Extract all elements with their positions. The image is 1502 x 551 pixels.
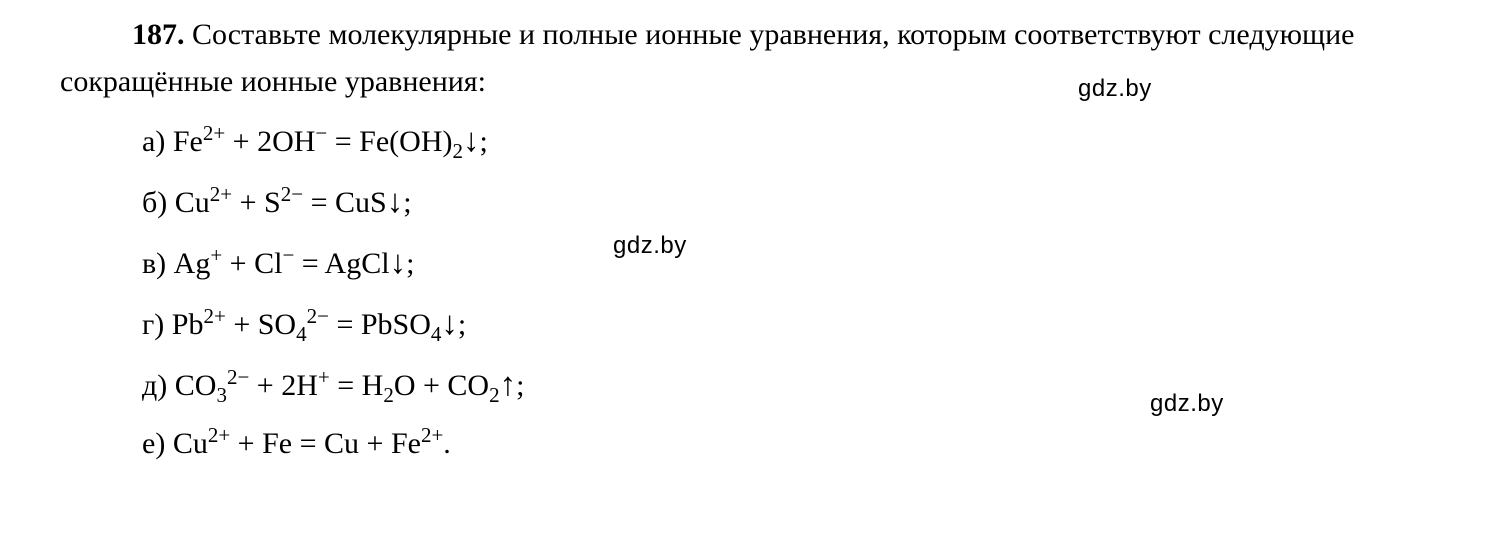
equation-d-label: д)	[142, 369, 167, 402]
equation-v-formula: Ag+ + Cl− = AgCl↓;	[174, 247, 415, 280]
equation-v: в) Ag+ + Cl− = AgCl↓;	[142, 233, 1432, 294]
page-root: 187. Составьте молекулярные и полные ион…	[0, 0, 1502, 551]
equation-e-label: е)	[142, 427, 165, 460]
equation-b: б) Cu2+ + S2− = CuS↓;	[142, 172, 1432, 233]
equation-a: а) Fe2+ + 2OH− = Fe(OH)2↓;	[142, 111, 1432, 172]
equation-g-label: г)	[142, 308, 164, 341]
equation-g-formula: Pb2+ + SO42− = PbSO4↓;	[172, 308, 466, 341]
watermark-2: gdz.by	[613, 232, 687, 260]
equation-b-label: б)	[142, 186, 167, 219]
equation-b-formula: Cu2+ + S2− = CuS↓;	[175, 186, 412, 219]
equation-g: г) Pb2+ + SO42− = PbSO4↓;	[142, 294, 1432, 355]
equation-d: д) CO32− + 2H+ = H2O + CO2↑;	[142, 355, 1432, 416]
equation-e: е) Cu2+ + Fe = Cu + Fe2+.	[142, 416, 1432, 472]
equation-list: а) Fe2+ + 2OH− = Fe(OH)2↓; б) Cu2+ + S2−…	[142, 111, 1432, 472]
equation-a-label: а)	[142, 125, 165, 158]
task-prompt-text: Составьте молекулярные и полные ионные у…	[60, 18, 1354, 98]
equation-a-formula: Fe2+ + 2OH− = Fe(OH)2↓;	[173, 125, 488, 158]
watermark-3: gdz.by	[1150, 390, 1224, 418]
equation-e-formula: Cu2+ + Fe = Cu + Fe2+.	[173, 427, 451, 460]
equation-v-label: в)	[142, 247, 166, 280]
equation-d-formula: CO32− + 2H+ = H2O + CO2↑;	[175, 369, 525, 402]
watermark-1: gdz.by	[1078, 75, 1152, 103]
task-number: 187.	[132, 18, 185, 51]
task-prompt-block: 187. Составьте молекулярные и полные ион…	[60, 12, 1432, 105]
